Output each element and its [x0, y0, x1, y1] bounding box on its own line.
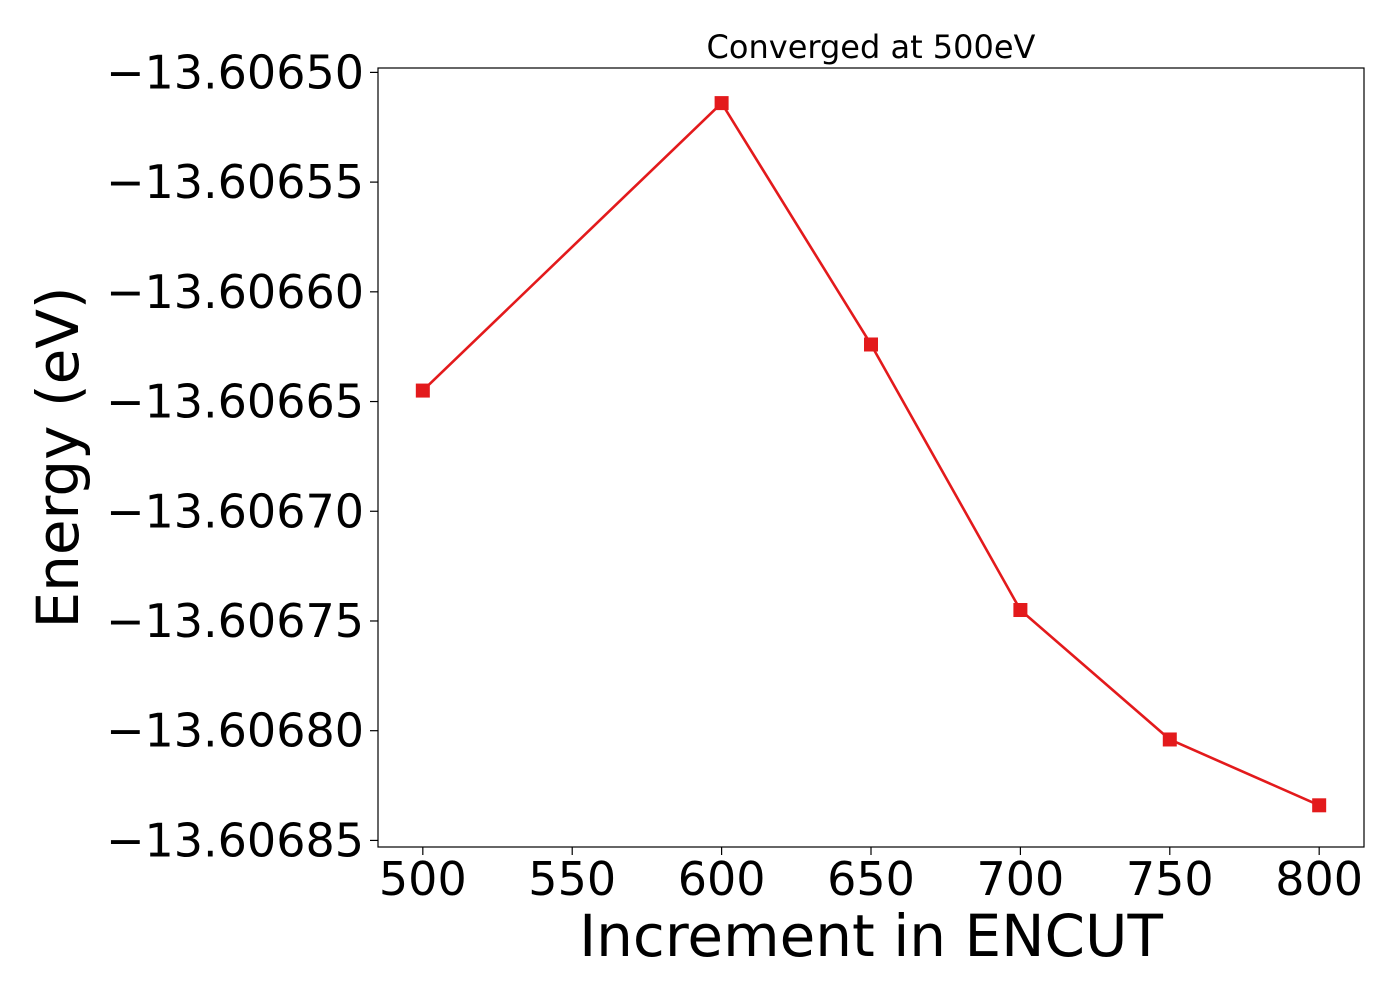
y-tick-label: −13.60655 [106, 155, 364, 209]
y-axis-ticks: −13.60650 −13.60655 −13.60660 −13.60665 −13.… [106, 45, 378, 867]
chart-title: Converged at 500eV [707, 28, 1036, 66]
data-point-marker [415, 383, 430, 398]
x-tick-label: 550 [528, 852, 616, 906]
plot-area-frame [377, 67, 1365, 848]
data-point-marker [1162, 732, 1177, 747]
y-tick-label: −13.60685 [106, 813, 364, 867]
x-tick-label: 800 [1275, 852, 1363, 906]
series-line [421, 101, 1320, 807]
x-axis-title: Increment in ENCUT [579, 902, 1163, 970]
y-tick-label: −13.60675 [106, 594, 364, 648]
data-point-marker [1013, 603, 1028, 618]
series-group [415, 96, 1327, 813]
x-tick-label: 700 [976, 852, 1064, 906]
x-tick-label: 650 [827, 852, 915, 906]
y-tick-label: −13.60670 [106, 484, 364, 538]
y-axis-title: Energy (eV) [24, 286, 92, 628]
data-point-marker [714, 96, 729, 111]
x-axis-ticks: 500 550 600 650 700 750 800 [379, 847, 1363, 906]
x-tick-label: 500 [379, 852, 467, 906]
y-tick-label: −13.60665 [106, 375, 364, 429]
y-tick-label: −13.60660 [106, 265, 364, 319]
data-point-marker [1312, 798, 1327, 813]
x-tick-label: 750 [1126, 852, 1214, 906]
data-point-marker [864, 337, 878, 352]
x-tick-label: 600 [678, 852, 766, 906]
y-tick-label: −13.60680 [106, 704, 364, 758]
y-tick-label: −13.60650 [106, 45, 364, 99]
